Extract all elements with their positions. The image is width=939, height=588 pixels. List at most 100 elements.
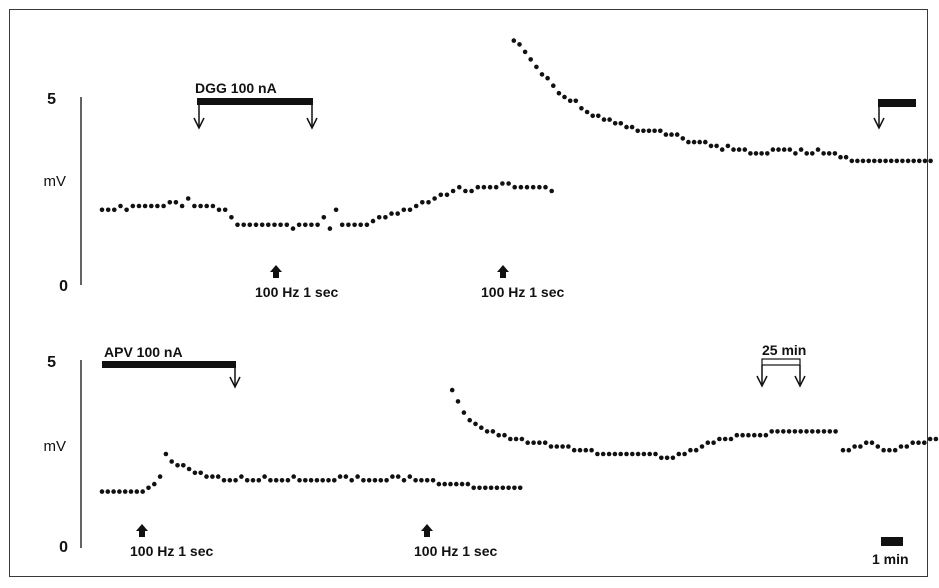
bottom-data-point	[479, 425, 484, 431]
bottom-data-point	[577, 447, 583, 453]
bottom-data-point	[122, 489, 128, 494]
top-data-point	[579, 106, 584, 111]
bottom-data-point	[467, 417, 473, 423]
bottom-data-point	[815, 429, 821, 434]
bottom-data-point	[459, 481, 465, 487]
bottom-data-point	[746, 432, 751, 438]
bottom-data-point	[473, 421, 478, 427]
top-data-point	[838, 154, 843, 160]
top-data-point	[173, 200, 179, 205]
top-data-point	[781, 147, 787, 152]
bottom-data-point	[461, 410, 467, 415]
top-data-point	[413, 203, 419, 209]
bottom-data-point	[722, 436, 728, 442]
top-data-point	[821, 151, 826, 156]
top-data-point	[753, 151, 759, 156]
bottom-data-point	[419, 478, 424, 483]
bottom-data-point	[215, 474, 221, 479]
top-data-point	[376, 215, 382, 220]
bottom-data-point	[244, 478, 250, 483]
top-end-arrow	[873, 117, 885, 130]
top-data-point	[770, 147, 776, 152]
bottom-data-point	[904, 444, 910, 449]
top-data-point	[810, 151, 815, 156]
bottom-data-point	[436, 481, 442, 487]
bottom-data-point	[146, 485, 151, 491]
top-end-bar	[878, 99, 916, 107]
top-data-point	[426, 200, 431, 205]
bottom-data-point	[840, 447, 846, 453]
top-data-point	[635, 128, 640, 134]
top-data-point	[358, 222, 364, 228]
top-data-point	[149, 203, 154, 209]
bottom-data-point	[268, 478, 273, 483]
bottom-data-point	[378, 478, 384, 483]
bottom-data-point	[810, 429, 815, 434]
gap-start-arrow	[756, 375, 768, 388]
bottom-data-point	[618, 451, 623, 457]
bottom-data-point	[496, 432, 502, 438]
dgg-bar	[197, 98, 313, 105]
bottom-data-point	[332, 478, 337, 483]
bottom-data-point	[769, 429, 774, 434]
bottom-data-point	[285, 478, 291, 483]
scale-bar-label: 1 min	[872, 551, 909, 567]
bottom-data-point	[881, 447, 886, 453]
bottom-data-point	[612, 451, 618, 457]
bottom-data-point	[291, 474, 297, 479]
bottom-data-point	[763, 432, 769, 438]
top-data-point	[573, 98, 579, 104]
panel-top: 5 mV 0 DGG 100 nA 100 Hz 1 sec 100 Hz 1 …	[44, 38, 933, 300]
bottom-data-point	[676, 451, 682, 457]
bottom-data-point	[508, 436, 513, 442]
bottom-data-point	[361, 478, 366, 483]
bottom-data-point	[198, 470, 203, 476]
top-data-point	[192, 203, 197, 209]
top-data-point	[235, 222, 240, 228]
bottom-data-point	[887, 447, 892, 453]
top-data-point	[804, 151, 809, 156]
bottom-data-points	[99, 387, 939, 494]
top-data-point	[607, 117, 612, 122]
bottom-data-point	[571, 447, 577, 453]
bottom-data-point	[128, 489, 134, 494]
top-stim-arrow-2	[497, 265, 509, 278]
bottom-data-point	[554, 444, 560, 449]
top-data-point	[543, 184, 548, 190]
top-data-points	[99, 38, 933, 231]
bottom-data-point	[705, 440, 711, 446]
dgg-end-arrow	[306, 117, 318, 130]
bottom-stim-label-2: 100 Hz 1 sec	[414, 543, 497, 559]
top-data-point	[905, 158, 911, 164]
gap-label: 25 min	[762, 342, 806, 358]
top-data-point	[383, 215, 388, 220]
top-data-point	[241, 222, 246, 228]
bottom-data-point	[303, 478, 308, 483]
top-data-point	[629, 124, 635, 130]
bottom-data-point	[320, 478, 326, 483]
bottom-data-point	[455, 399, 461, 404]
top-data-point	[855, 158, 860, 164]
bottom-data-point	[140, 489, 145, 494]
top-data-point	[444, 192, 450, 198]
top-data-point	[438, 192, 444, 198]
bottom-data-point	[326, 478, 331, 483]
bottom-data-point	[430, 478, 436, 483]
top-data-point	[309, 222, 314, 228]
top-data-point	[787, 147, 793, 152]
bottom-data-point	[827, 429, 833, 434]
top-data-point	[524, 184, 530, 190]
top-data-point	[798, 147, 804, 152]
bottom-data-point	[152, 481, 157, 487]
top-data-point	[663, 132, 669, 137]
top-data-point	[481, 184, 487, 190]
bottom-data-point	[740, 432, 745, 438]
top-data-point	[911, 158, 916, 164]
bottom-data-point	[384, 478, 389, 483]
bottom-data-point	[711, 440, 716, 446]
bottom-data-point	[454, 481, 459, 487]
top-data-point	[247, 222, 253, 228]
top-data-point	[457, 184, 462, 190]
figure-frame	[9, 9, 928, 577]
